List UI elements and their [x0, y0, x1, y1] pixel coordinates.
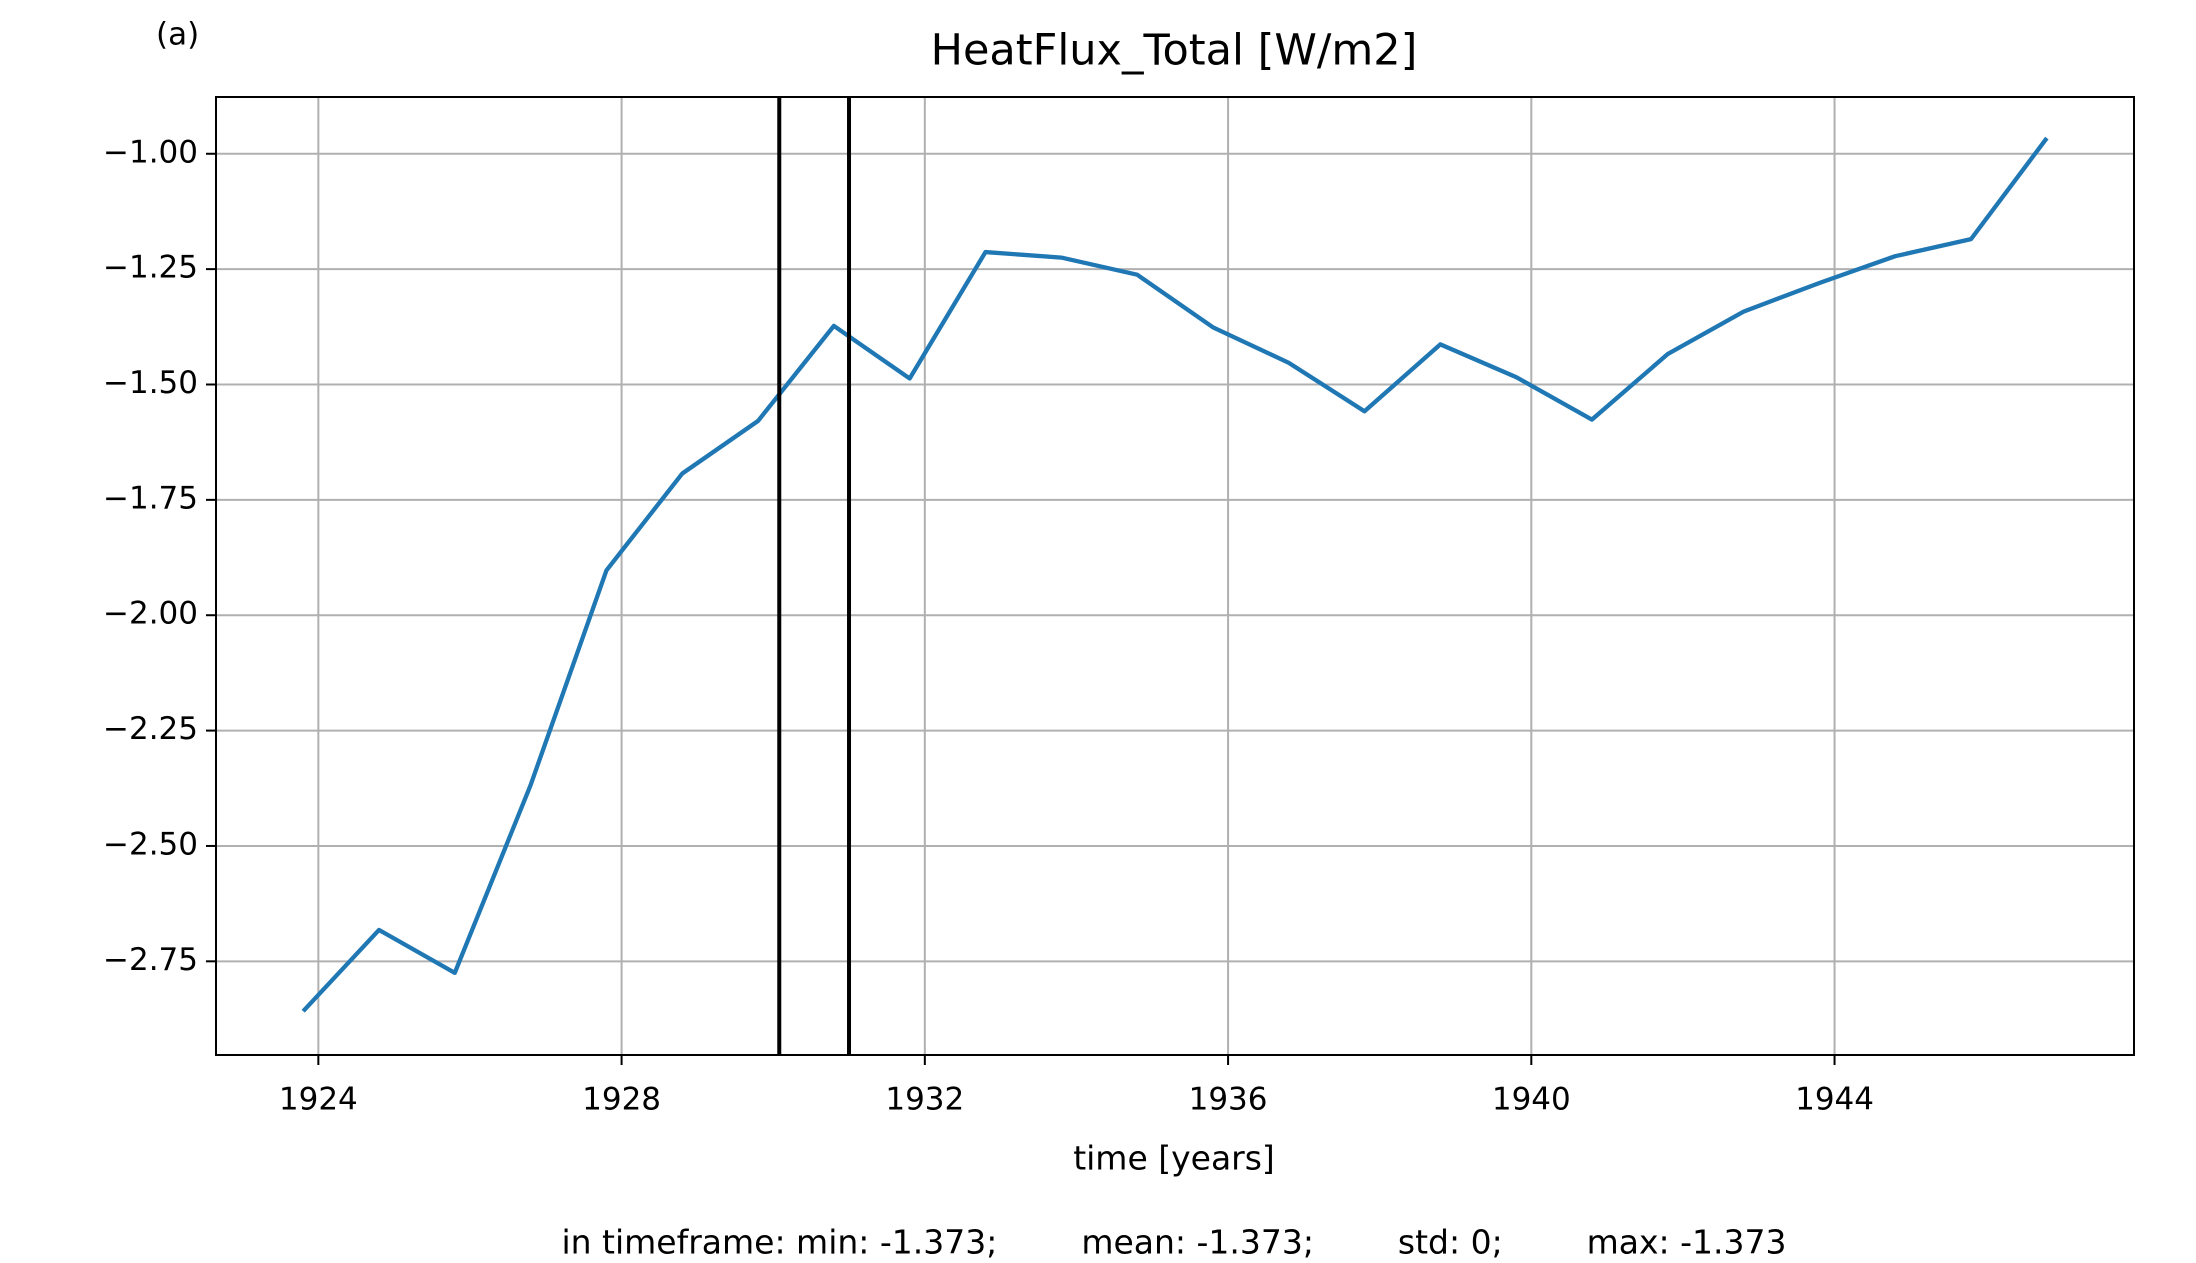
y-tick-label: −2.75 — [103, 942, 198, 978]
x-tick-label: 1928 — [582, 1082, 661, 1118]
panel-label: (a) — [156, 17, 199, 53]
data-line — [301, 136, 2049, 1013]
plot-frame — [215, 96, 2135, 1056]
x-tick-label: 1944 — [1795, 1082, 1874, 1118]
y-tick-label: −2.25 — [103, 711, 198, 747]
y-tick-label: −1.25 — [103, 250, 198, 286]
y-tick-label: −2.00 — [103, 596, 198, 632]
x-tick-label: 1940 — [1492, 1082, 1571, 1118]
x-axis-label: time [years] — [1073, 1139, 1275, 1178]
y-tick-label: −1.50 — [103, 365, 198, 401]
footer-stats: in timeframe: min: -1.373; mean: -1.373;… — [561, 1223, 1786, 1262]
chart-title: HeatFlux_Total [W/m2] — [931, 26, 1418, 76]
x-tick-label: 1936 — [1189, 1082, 1268, 1118]
x-tick-label: 1932 — [885, 1082, 964, 1118]
y-tick-label: −2.50 — [103, 826, 198, 862]
x-tick-label: 1924 — [279, 1082, 358, 1118]
y-tick-label: −1.00 — [103, 134, 198, 170]
y-tick-label: −1.75 — [103, 480, 198, 516]
